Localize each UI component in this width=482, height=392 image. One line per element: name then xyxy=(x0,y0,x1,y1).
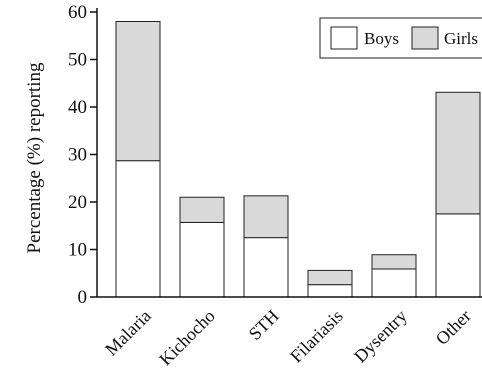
bar-kichocho-boys xyxy=(179,221,225,298)
y-tick-label: 0 xyxy=(78,287,88,308)
bar-sth-girls xyxy=(243,195,289,239)
bar-other-boys xyxy=(435,213,481,298)
bar-sth-boys xyxy=(243,237,289,298)
x-category-label: Other xyxy=(432,306,475,349)
legend-swatch-boys xyxy=(330,26,358,50)
x-category-label: Dysentry xyxy=(350,306,411,367)
y-tick-label: 10 xyxy=(68,240,87,261)
bar-filariasis-boys xyxy=(307,284,353,298)
bar-dysentry-girls xyxy=(371,254,417,270)
y-axis-label: Percentage (%) reporting xyxy=(24,62,45,253)
legend-label-girls: Girls xyxy=(444,29,478,48)
x-category-label: STH xyxy=(245,306,283,344)
y-tick-label: 60 xyxy=(68,2,87,23)
bar-malaria-boys xyxy=(115,160,161,298)
y-tick-label: 40 xyxy=(68,97,87,118)
legend-label-boys: Boys xyxy=(364,29,399,48)
y-tick-label: 20 xyxy=(68,192,87,213)
x-category-label: Malaria xyxy=(101,306,155,360)
x-category-label: Kichocho xyxy=(155,306,219,370)
y-tick-label: 30 xyxy=(68,145,87,166)
bar-malaria-girls xyxy=(115,21,161,162)
bar-other-girls xyxy=(435,91,481,215)
y-tick-label: 50 xyxy=(68,50,87,71)
x-category-label: Filariasis xyxy=(286,306,347,367)
bar-filariasis-girls xyxy=(307,269,353,286)
legend-swatch-girls xyxy=(411,26,439,50)
bar-dysentry-boys xyxy=(371,268,417,298)
bar-kichocho-girls xyxy=(179,196,225,223)
